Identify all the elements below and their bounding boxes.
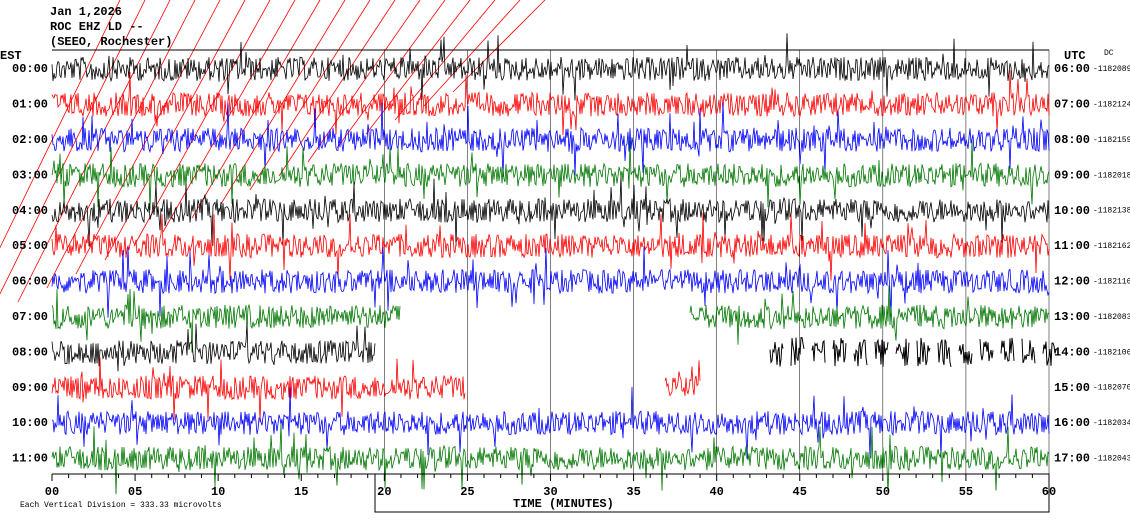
event-line xyxy=(336,0,446,149)
station: ROC EHZ LD -- xyxy=(50,20,144,34)
dc-value: -1182089 xyxy=(1093,65,1130,74)
left-time: 02:00 xyxy=(12,133,48,147)
trace xyxy=(1042,341,1057,366)
right-time: 07:00 xyxy=(1054,98,1090,112)
event-line xyxy=(0,0,121,249)
right-time: 06:00 xyxy=(1054,62,1090,76)
trace xyxy=(51,288,401,353)
left-time: 11:00 xyxy=(12,452,48,466)
right-time: 08:00 xyxy=(1054,133,1090,147)
left-time: 09:00 xyxy=(12,381,48,395)
dc-value: -1182070 xyxy=(1093,384,1130,393)
dc-value: -1182124 xyxy=(1093,101,1130,110)
trace xyxy=(895,338,910,366)
event-line xyxy=(423,0,521,107)
x-tick-label: 60 xyxy=(1042,485,1056,499)
right-time: 14:00 xyxy=(1054,345,1090,359)
trace xyxy=(51,386,1050,459)
dc-value: -1182162 xyxy=(1093,242,1130,251)
dc-value: -1182106 xyxy=(1093,348,1130,357)
dc-value: -1182159 xyxy=(1093,136,1130,145)
trace xyxy=(811,339,826,363)
event-line xyxy=(278,0,396,177)
trace xyxy=(51,70,1050,136)
right-zone: UTC xyxy=(1064,49,1086,63)
event-line xyxy=(249,0,371,191)
left-time: 00:00 xyxy=(12,62,48,76)
left-time: 03:00 xyxy=(12,168,48,182)
dc-value: -1182083 xyxy=(1093,313,1130,322)
bottom-box xyxy=(374,473,1050,513)
left-time: 08:00 xyxy=(12,345,48,359)
x-tick-label: 05 xyxy=(128,485,142,499)
trace xyxy=(51,246,1050,318)
event-line xyxy=(452,0,546,93)
x-tick-label: 15 xyxy=(294,485,308,499)
trace xyxy=(51,102,1050,177)
right-time: 11:00 xyxy=(1054,239,1090,253)
dc-value: -1182018 xyxy=(1093,171,1130,180)
trace xyxy=(51,423,1050,495)
event-line xyxy=(46,0,196,289)
dc-value: -1182043 xyxy=(1093,455,1130,464)
date: Jan 1,2026 xyxy=(50,5,122,19)
right-time: 10:00 xyxy=(1054,204,1090,218)
trace xyxy=(832,337,847,367)
x-label: TIME (MINUTES) xyxy=(513,497,614,511)
x-tick-label: 35 xyxy=(626,485,640,499)
trace xyxy=(1000,337,1015,362)
left-time: 10:00 xyxy=(12,416,48,430)
event-line xyxy=(0,0,146,295)
event-line xyxy=(162,0,296,233)
x-tick-label: 55 xyxy=(959,485,973,499)
x-tick-label: 00 xyxy=(45,485,59,499)
place: (SEEO, Rochester) xyxy=(50,35,172,49)
trace xyxy=(769,341,784,367)
trace xyxy=(790,336,805,366)
trace xyxy=(51,321,376,372)
left-time: 06:00 xyxy=(12,275,48,289)
x-tick-label: 20 xyxy=(377,485,391,499)
right-time: 17:00 xyxy=(1054,452,1090,466)
x-tick-label: 30 xyxy=(543,485,557,499)
trace xyxy=(874,338,889,367)
event-line xyxy=(75,0,221,275)
dc-value: -1182116 xyxy=(1093,278,1130,287)
left-time: 07:00 xyxy=(12,310,48,324)
left-time: 05:00 xyxy=(12,239,48,253)
left-zone: EST xyxy=(0,49,22,63)
trace xyxy=(937,339,952,368)
event-line xyxy=(307,0,421,163)
traces xyxy=(0,0,1057,495)
trace xyxy=(664,360,701,397)
right-time: 12:00 xyxy=(1054,275,1090,289)
trace xyxy=(51,175,1050,247)
right-time: 13:00 xyxy=(1054,310,1090,324)
trace xyxy=(689,285,1050,345)
right-time: 09:00 xyxy=(1054,168,1090,182)
trace xyxy=(1021,338,1036,364)
trace xyxy=(853,339,868,367)
trace xyxy=(51,139,1050,210)
trace xyxy=(979,339,994,362)
trace xyxy=(51,33,1050,101)
x-tick-label: 50 xyxy=(876,485,890,499)
x-tick-label: 25 xyxy=(460,485,474,499)
left-time: 04:00 xyxy=(12,204,48,218)
left-time: 01:00 xyxy=(12,98,48,112)
trace xyxy=(916,337,931,367)
x-tick-label: 40 xyxy=(709,485,723,499)
x-tick-label: 45 xyxy=(793,485,807,499)
right-time: 16:00 xyxy=(1054,416,1090,430)
dc-value: -1182138 xyxy=(1093,207,1130,216)
right-time: 15:00 xyxy=(1054,381,1090,395)
trace xyxy=(51,357,466,423)
footer: Each Vertical Division = 333.33 microvol… xyxy=(20,501,222,510)
dc-heading: DC xyxy=(1104,49,1114,58)
trace xyxy=(958,343,973,365)
x-tick-label: 10 xyxy=(211,485,225,499)
trace xyxy=(51,212,1050,281)
dc-value: -1182034 xyxy=(1093,419,1130,428)
